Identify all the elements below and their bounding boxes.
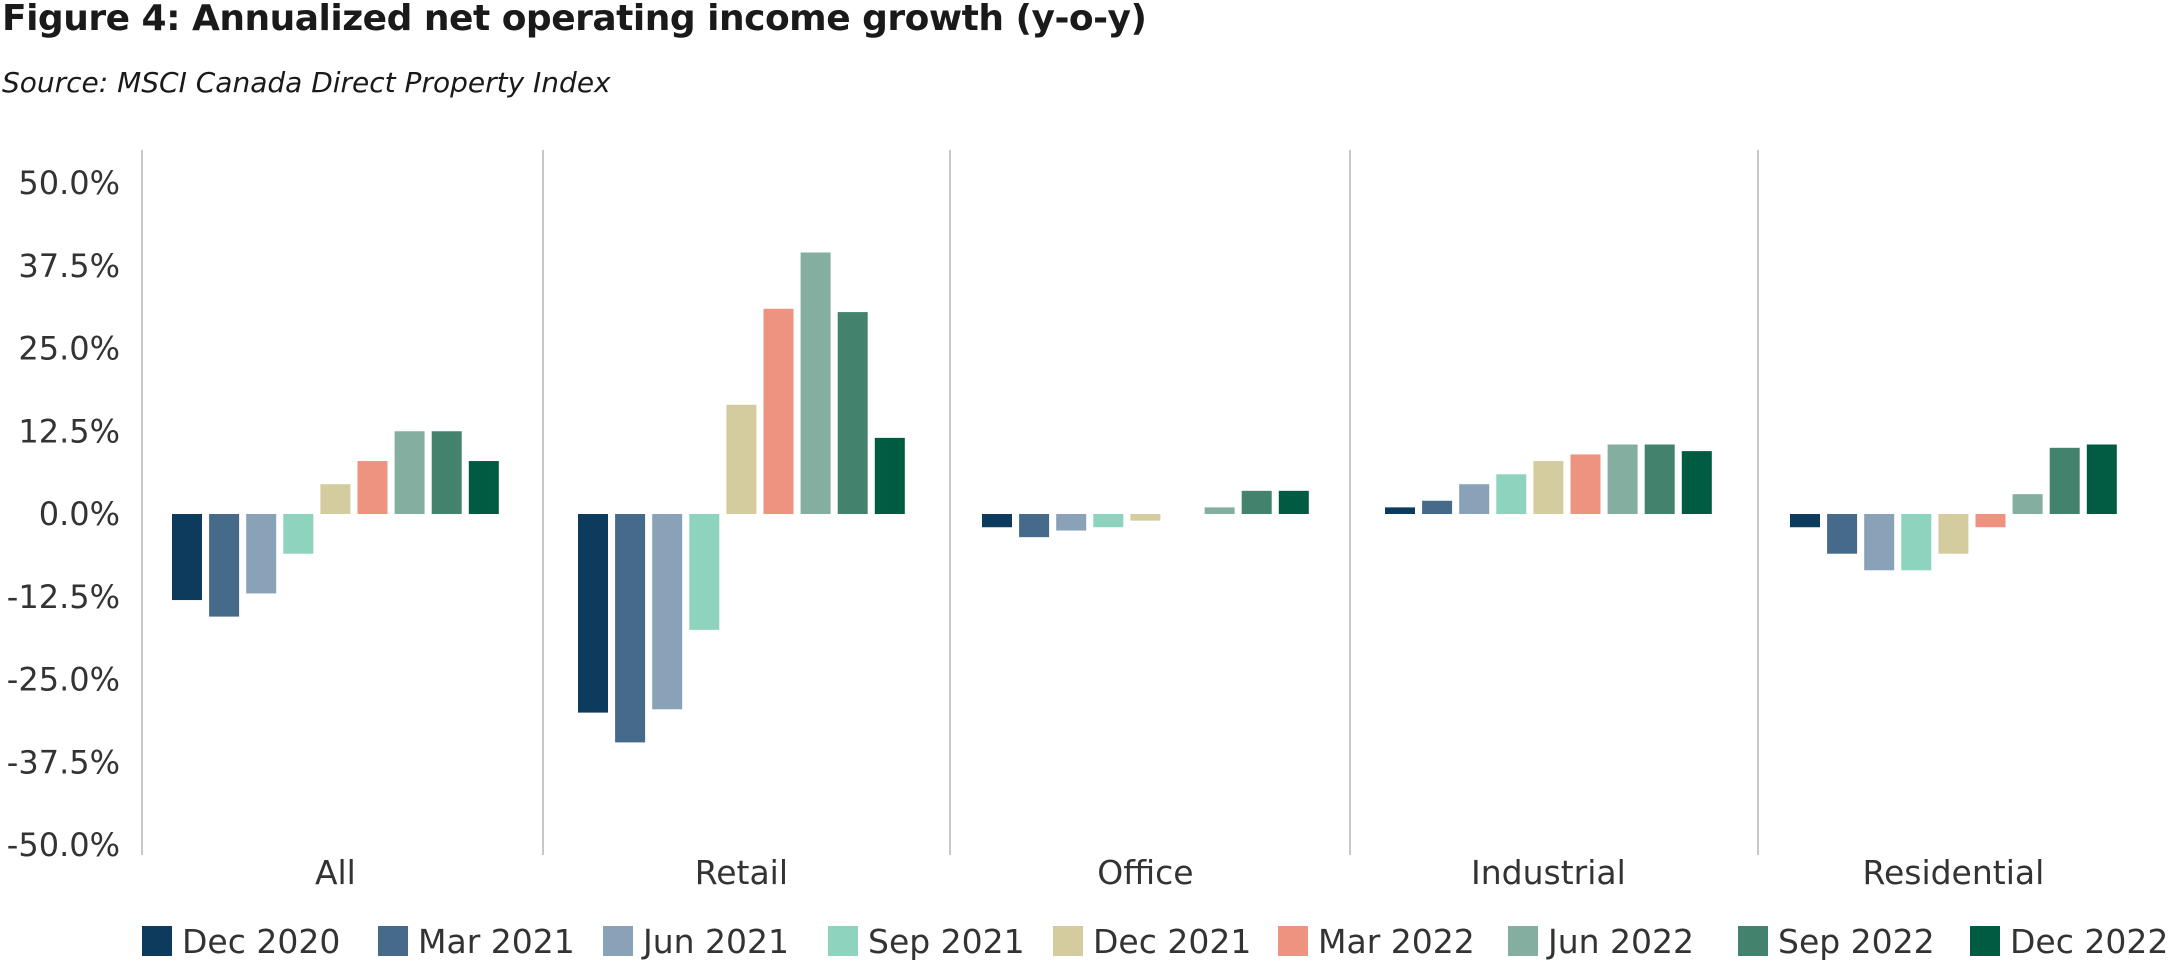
bar-residential-dec-2020	[1790, 514, 1820, 528]
bar-industrial-dec-2022	[1681, 451, 1712, 514]
bar-retail-sep-2022	[837, 312, 868, 514]
bar-office-jun-2021	[1056, 514, 1087, 531]
bar-industrial-mar-2022	[1570, 454, 1601, 514]
y-axis-ticks: 50.0% 37.5% 25.0% 12.5% 0.0% -12.5% -25.0% -37.…	[7, 164, 120, 864]
bar-all-dec-2022	[468, 461, 499, 514]
bar-all-jun-2022	[394, 431, 425, 514]
y-tick-label: -50.0%	[7, 826, 120, 864]
bar-retail-jun-2021	[652, 514, 683, 710]
y-tick-label: -37.5%	[7, 743, 120, 781]
bars	[172, 252, 2117, 743]
legend-swatch	[1278, 926, 1308, 956]
bar-all-sep-2021	[283, 514, 314, 554]
bar-industrial-mar-2021	[1422, 500, 1453, 514]
bar-residential-mar-2022	[1975, 514, 2006, 528]
bar-retail-sep-2021	[689, 514, 720, 630]
bar-retail-mar-2021	[615, 514, 646, 743]
legend-item: Mar 2021	[378, 922, 575, 961]
legend-label: Sep 2022	[1778, 922, 1935, 961]
bar-residential-mar-2021	[1827, 514, 1858, 554]
category-label: Industrial	[1471, 853, 1626, 892]
chart-title: Figure 4: Annualized net operating incom…	[2, 0, 1147, 39]
bar-retail-dec-2021	[726, 404, 757, 514]
bar-all-dec-2021	[320, 484, 351, 514]
bar-retail-jun-2022	[800, 252, 831, 514]
bar-all-dec-2020	[172, 514, 202, 601]
legend-swatch	[603, 926, 633, 956]
legend: Dec 2020 Mar 2021 Jun 2021 Sep 2021 Dec 2021…	[142, 922, 2168, 961]
bar-residential-jun-2021	[1864, 514, 1895, 571]
y-tick-label: 37.5%	[18, 247, 120, 285]
bar-office-jun-2022	[1204, 507, 1235, 514]
bar-residential-sep-2021	[1901, 514, 1932, 571]
category-label: Office	[1097, 853, 1193, 892]
legend-label: Mar 2021	[418, 922, 575, 961]
bar-all-mar-2022	[357, 461, 388, 514]
bar-residential-jun-2022	[2012, 494, 2043, 514]
bar-industrial-sep-2021	[1496, 474, 1527, 514]
legend-label: Jun 2021	[641, 922, 789, 961]
chart-subtitle: Source: MSCI Canada Direct Property Inde…	[2, 66, 611, 99]
bar-retail-dec-2020	[578, 514, 608, 713]
legend-swatch	[1508, 926, 1538, 956]
bar-industrial-jun-2022	[1607, 444, 1638, 514]
legend-item: Sep 2021	[828, 922, 1025, 961]
bar-industrial-jun-2021	[1459, 484, 1490, 514]
legend-item: Jun 2022	[1508, 922, 1694, 961]
legend-swatch	[1053, 926, 1083, 956]
legend-item: Jun 2021	[603, 922, 789, 961]
y-tick-label: -12.5%	[7, 578, 120, 616]
category-separators	[141, 150, 1759, 855]
y-tick-label: 25.0%	[18, 330, 120, 368]
bar-all-mar-2021	[209, 514, 240, 617]
bar-all-sep-2022	[431, 431, 462, 514]
y-tick-label: -25.0%	[7, 661, 120, 699]
legend-item: Mar 2022	[1278, 922, 1475, 961]
legend-label: Dec 2022	[2010, 922, 2168, 961]
x-axis-categories: All Retail Office Industrial Residential	[315, 853, 2044, 892]
legend-item: Sep 2022	[1738, 922, 1935, 961]
bar-office-dec-2020	[982, 514, 1012, 528]
legend-label: Mar 2022	[1318, 922, 1475, 961]
bar-industrial-sep-2022	[1644, 444, 1675, 514]
legend-label: Jun 2022	[1546, 922, 1694, 961]
category-label: Residential	[1863, 853, 2045, 892]
bar-office-dec-2021	[1130, 514, 1161, 521]
legend-swatch	[1970, 926, 2000, 956]
legend-swatch	[828, 926, 858, 956]
bar-industrial-dec-2021	[1533, 461, 1564, 514]
legend-item: Dec 2020	[142, 922, 340, 961]
bar-retail-mar-2022	[763, 308, 794, 514]
bar-retail-dec-2022	[874, 437, 905, 514]
bar-residential-dec-2022	[2086, 444, 2117, 514]
bar-industrial-dec-2020	[1385, 507, 1415, 514]
bar-residential-sep-2022	[2049, 447, 2080, 514]
y-tick-label: 12.5%	[18, 412, 120, 450]
y-tick-label: 0.0%	[39, 495, 120, 533]
legend-item: Dec 2022	[1970, 922, 2168, 961]
bar-office-sep-2021	[1093, 514, 1124, 528]
bar-office-dec-2022	[1278, 490, 1309, 514]
legend-label: Dec 2021	[1093, 922, 1251, 961]
legend-swatch	[378, 926, 408, 956]
bar-office-sep-2022	[1241, 490, 1272, 514]
legend-label: Dec 2020	[182, 922, 340, 961]
legend-swatch	[142, 926, 172, 956]
category-label: All	[315, 853, 356, 892]
category-label: Retail	[695, 853, 788, 892]
bar-all-jun-2021	[246, 514, 277, 594]
legend-item: Dec 2021	[1053, 922, 1251, 961]
legend-label: Sep 2021	[868, 922, 1025, 961]
bar-residential-dec-2021	[1938, 514, 1969, 554]
legend-swatch	[1738, 926, 1768, 956]
bar-office-mar-2021	[1019, 514, 1050, 538]
y-tick-label: 50.0%	[18, 164, 120, 202]
